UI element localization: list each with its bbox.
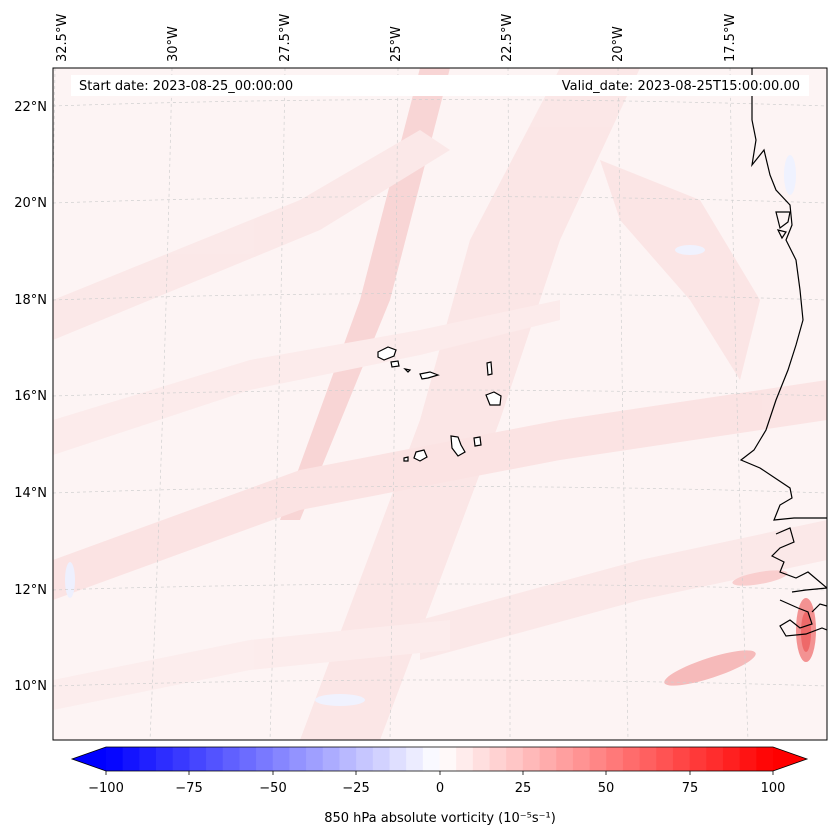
colorbar-cell (189, 747, 207, 771)
island-santa-luzia (403, 368, 412, 373)
colorbar-cell (739, 747, 757, 771)
colorbar-cell (206, 747, 224, 771)
colorbar-cell (539, 747, 557, 771)
colorbar-cell (172, 747, 190, 771)
colorbar-cell (589, 747, 607, 771)
colorbar-cell (372, 747, 390, 771)
lon-tick-label: 32.5°W (55, 14, 70, 62)
map-frame (52, 67, 828, 741)
lat-tick-label: 12°N (14, 583, 47, 598)
colorbar-cell (606, 747, 624, 771)
colorbar: −100 −75 −50 −25 0 25 50 75 100 850 hPa … (70, 746, 809, 826)
colorbar-cell (506, 747, 524, 771)
colorbar-cells (106, 747, 774, 771)
colorbar-tick-label: −50 (259, 781, 286, 796)
lon-tick-label: 30°W (166, 26, 181, 62)
title-banner (71, 75, 809, 96)
colorbar-cell (722, 747, 741, 771)
colorbar-cell (289, 747, 307, 771)
colorbar-ticks (105, 771, 774, 775)
colorbar-tick-label: 100 (761, 781, 786, 796)
colorbar-cell (322, 747, 340, 771)
colorbar-tick-label: −25 (342, 781, 369, 796)
lon-tick-label: 20°W (611, 26, 626, 62)
colorbar-cell (356, 747, 374, 771)
island-fogo (413, 449, 428, 462)
longitude-tick-labels: 32.5°W 30°W 27.5°W 25°W 22.5°W 20°W 17.5… (55, 14, 738, 62)
colorbar-cell (406, 747, 424, 771)
start-date-label: Start date: 2023-08-25_00:00:00 (79, 79, 293, 94)
colorbar-tick-label: 50 (598, 781, 615, 796)
colorbar-cell (256, 747, 274, 771)
lat-tick-label: 16°N (14, 389, 47, 404)
latitude-tick-labels: 22°N 20°N 18°N 16°N 14°N 12°N 10°N (14, 100, 47, 694)
colorbar-cell (656, 747, 674, 771)
colorbar-cell (239, 747, 257, 771)
colorbar-cell (122, 747, 140, 771)
african-coastline (739, 68, 827, 521)
colorbar-cell (472, 747, 490, 771)
colorbar-cell (572, 747, 590, 771)
colorbar-cell (156, 747, 174, 771)
colorbar-cell (339, 747, 357, 771)
valid-date-label: Valid_date: 2023-08-25T15:00:00.00 (562, 79, 800, 94)
coastlines (739, 68, 827, 637)
island-boa-vista (485, 391, 502, 406)
island-sal (486, 361, 493, 376)
colorbar-cell (222, 747, 240, 771)
colorbar-cell (139, 747, 157, 771)
colorbar-cell (706, 747, 724, 771)
colorbar-tick-label: 0 (436, 781, 444, 796)
colorbar-cell (689, 747, 707, 771)
lat-tick-label: 22°N (14, 100, 47, 115)
lat-tick-label: 14°N (14, 486, 47, 501)
colorbar-label: 850 hPa absolute vorticity (10⁻⁵s⁻¹) (324, 811, 556, 826)
lon-tick-label: 27.5°W (278, 14, 293, 62)
lat-tick-label: 20°N (14, 196, 47, 211)
colorbar-tick-label: −100 (88, 781, 124, 796)
colorbar-cell (756, 747, 774, 771)
colorbar-cell (639, 747, 657, 771)
lon-tick-label: 22.5°W (500, 14, 515, 62)
vorticity-field-bands (53, 68, 827, 740)
island-sao-nicolau (419, 371, 440, 380)
lat-tick-label: 18°N (14, 293, 47, 308)
lon-tick-label: 17.5°W (723, 14, 738, 62)
lat-tick-label: 10°N (14, 679, 47, 694)
colorbar-cell (422, 747, 440, 771)
colorbar-tick-label: −75 (175, 781, 202, 796)
colorbar-cell (456, 747, 474, 771)
colorbar-cell (439, 747, 457, 771)
colorbar-cell (489, 747, 507, 771)
cape-verde-islands (377, 346, 502, 462)
colorbar-cell (672, 747, 691, 771)
island-santo-antao (377, 346, 397, 361)
graticule (53, 68, 827, 740)
island-santiago (450, 435, 466, 457)
colorbar-tick-label: 25 (515, 781, 532, 796)
lon-tick-label: 25°W (389, 26, 404, 62)
colorbar-cell (106, 747, 124, 771)
colorbar-max-extension (773, 747, 807, 771)
map-panel: Start date: 2023-08-25_00:00:00 Valid_da… (53, 68, 827, 740)
colorbar-cell (272, 747, 290, 771)
colorbar-min-extension (72, 747, 106, 771)
colorbar-cell (306, 747, 324, 771)
island-maio (473, 436, 482, 447)
colorbar-tick-label: 75 (682, 781, 699, 796)
island-brava (403, 456, 409, 462)
colorbar-cell (556, 747, 574, 771)
island-sao-vicente (390, 360, 400, 368)
colorbar-cell (622, 747, 640, 771)
colorbar-cell (389, 747, 407, 771)
colorbar-cell (522, 747, 540, 771)
